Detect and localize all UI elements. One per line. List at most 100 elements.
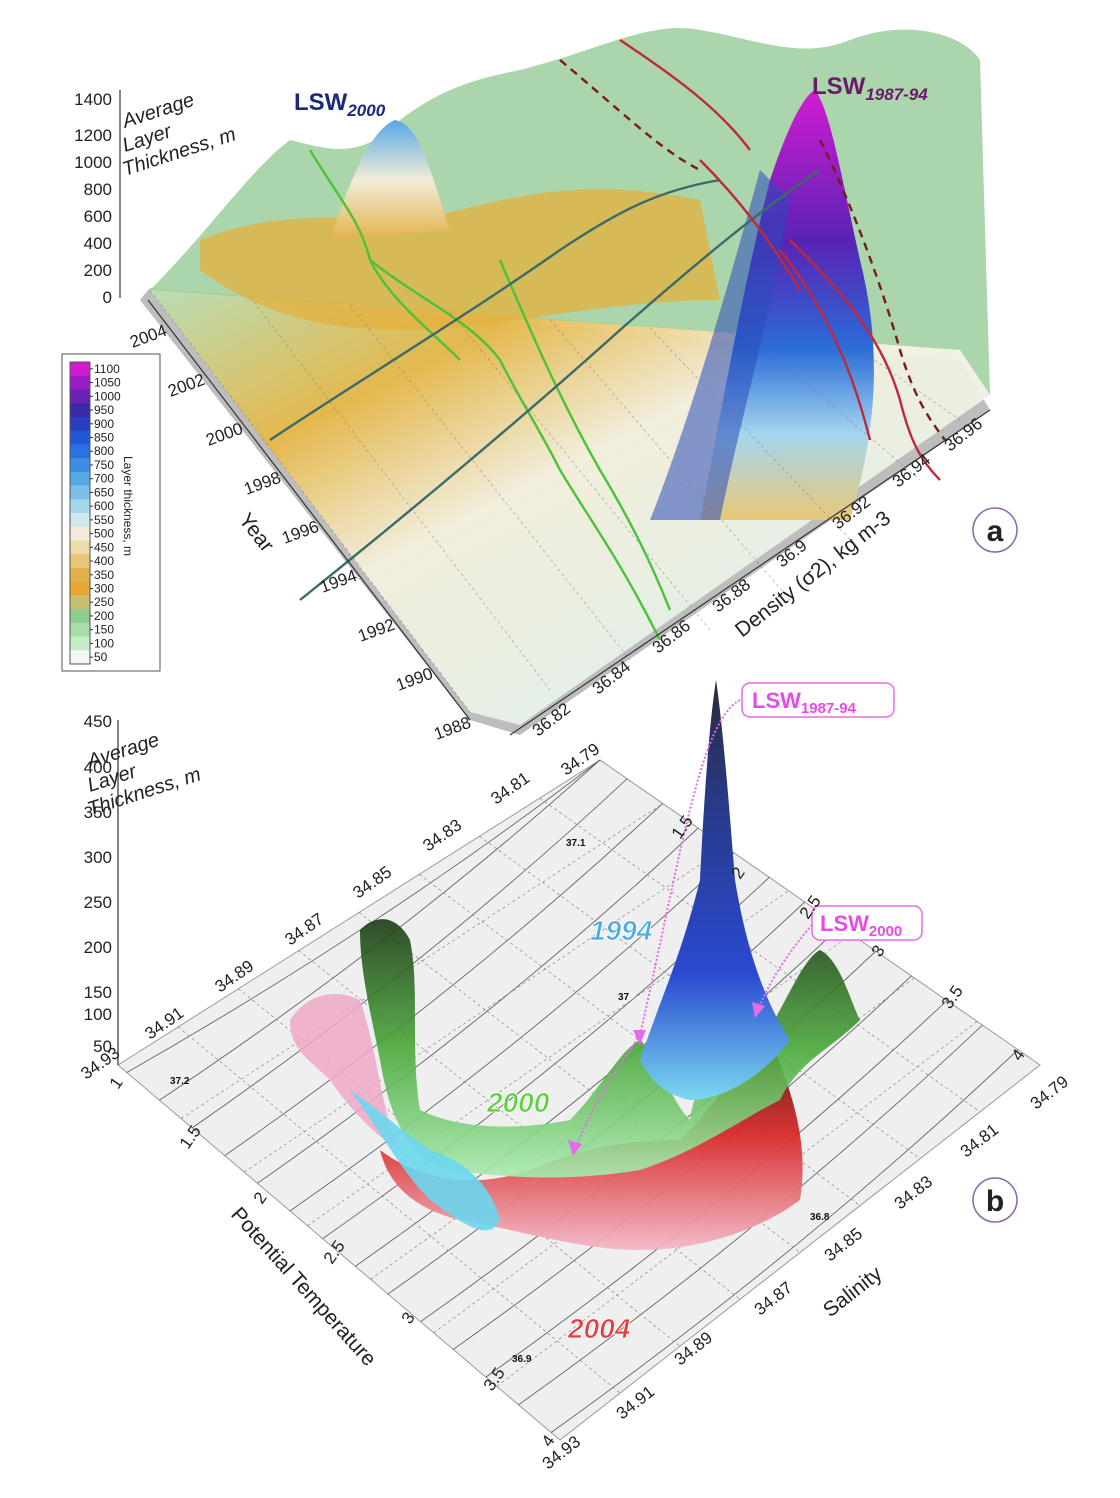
a-z-tick: 800: [84, 180, 112, 199]
colorbar-label: Layer thickness, m: [121, 456, 135, 556]
panel-a-label: a: [972, 507, 1018, 553]
a-z-tick: 600: [84, 207, 112, 226]
series-label-2000: 2000: [486, 1087, 550, 1118]
b-z-tick: 150: [84, 983, 112, 1002]
colorbar-swatch: [70, 458, 90, 473]
colorbar-tick: 900: [94, 417, 114, 431]
a-ann-lsw2000-text: LSW: [294, 89, 348, 116]
colorbar-swatch: [70, 581, 90, 596]
colorbar-swatch: [70, 416, 90, 432]
floor-grid-line: [419, 874, 861, 1206]
b-front-sal-tick: 34.81: [957, 1120, 1002, 1161]
b-front-temp-tick: 1: [106, 1074, 127, 1093]
colorbar-tick: 1050: [94, 376, 121, 390]
colorbar-swatches: [69, 361, 91, 665]
floor-grid-line: [244, 846, 726, 1173]
b-z-tick: 100: [84, 1005, 112, 1024]
colorbar-tick: 850: [94, 431, 114, 445]
a-year-tick: 1996: [279, 517, 321, 548]
colorbar-tick: 500: [94, 527, 114, 541]
colorbar-swatch: [70, 499, 90, 514]
b-salinity-label: Salinity: [819, 1262, 887, 1322]
colorbar-frame: [69, 361, 91, 665]
a-year-tick: 1998: [241, 468, 283, 499]
a-z-tick: 1400: [74, 90, 112, 109]
colorbar-tick: 600: [94, 499, 114, 513]
b-front-sal-tick: 34.79: [1027, 1072, 1072, 1113]
a-year-tick: 1994: [317, 566, 359, 597]
b-iso-label: 37.1: [566, 838, 586, 849]
a-z-tick: 0: [103, 288, 112, 307]
b-iso-label: 36.9: [512, 1354, 532, 1365]
panel-label-b: b: [986, 1185, 1004, 1218]
colorbar-tick: 1000: [94, 389, 121, 403]
colorbar-swatch: [70, 622, 90, 638]
colorbar-ticks: 1100105010009509008508007507006506005505…: [90, 362, 121, 664]
a-year-tick: 2000: [203, 419, 245, 450]
colorbar-tick: 450: [94, 540, 114, 554]
panel-b-label: b: [972, 1177, 1018, 1223]
b-back-sal-tick: 34.81: [487, 768, 533, 808]
a-z-tick: 1200: [74, 126, 112, 145]
colorbar-swatch: [70, 389, 90, 404]
a-z-tick: 1000: [74, 153, 112, 172]
colorbar-swatch: [70, 513, 90, 528]
series-label-2004: 2004: [567, 1313, 631, 1344]
colorbar-tick: 50: [94, 650, 108, 664]
colorbar-swatch: [70, 554, 90, 569]
panel-a-ochre-band: [200, 189, 720, 330]
colorbar-tick: 550: [94, 513, 114, 527]
panel-b-z-axis: 450 400 350 300 250 200 150 100 50 Avera…: [84, 712, 204, 1065]
b-iso-label: 37: [618, 992, 630, 1003]
isopycnal-line: [257, 827, 699, 1184]
colorbar-tick: 400: [94, 554, 114, 568]
b-z-tick: 450: [84, 712, 112, 731]
colorbar-swatch: [70, 444, 90, 459]
panel-b-arrowheads: [568, 1002, 765, 1156]
b-ann-lsw1987-text: LSW: [752, 688, 801, 713]
svg-text:LSW2000: LSW2000: [820, 911, 902, 940]
b-ann-lsw2000-sub: 2000: [869, 923, 902, 940]
a-z-tick: 400: [84, 234, 112, 253]
colorbar-tick: 650: [94, 485, 114, 499]
a-year-tick: 1990: [393, 664, 435, 695]
ridge-1994-lowland: [350, 1090, 500, 1231]
panel-a-annotation-lsw1987-94: LSW1987-94: [812, 73, 928, 104]
colorbar-swatch: [70, 485, 90, 500]
colorbar-tick: 250: [94, 595, 114, 609]
colorbar-swatch: [70, 375, 90, 390]
svg-text:LSW2000: LSW2000: [294, 89, 386, 120]
colorbar-swatch: [70, 609, 90, 624]
peak-lsw2000: [330, 120, 450, 240]
colorbar-swatch: [70, 526, 90, 541]
b-iso-label: 36.8: [810, 1212, 830, 1223]
b-ann-lsw1987-sub: 1987-94: [801, 700, 857, 717]
colorbar-tick: 100: [94, 636, 114, 650]
panel-a-grid: [149, 289, 961, 713]
b-z-tick: 250: [84, 893, 112, 912]
panel-b-annotation-lsw2000: LSW2000: [811, 905, 923, 941]
panel-label-a: a: [987, 515, 1004, 548]
b-z-tick: 200: [84, 938, 112, 957]
b-iso-label: 37.2: [170, 1076, 190, 1087]
colorbar-tick: 1100: [94, 362, 120, 376]
a-year-label: Year: [234, 509, 278, 557]
peak-1994-lsw1987-94: [640, 680, 790, 1100]
colorbar-tick: 750: [94, 458, 114, 472]
a-year-tick: 1992: [355, 615, 397, 646]
colorbar-tick: 300: [94, 582, 114, 596]
a-year-tick: 1988: [431, 713, 473, 744]
a-year-tick: 2002: [165, 370, 207, 401]
floor-grid-line: [539, 797, 981, 1113]
b-front-sal-tick: 34.83: [891, 1172, 936, 1213]
colorbar-tick: 350: [94, 568, 114, 582]
series-label-1994: 1994: [590, 915, 653, 946]
svg-text:LSW1987-94: LSW1987-94: [812, 73, 928, 104]
colorbar-swatch: [70, 403, 90, 418]
isopycnal-line: [191, 778, 628, 1129]
colorbar-swatch: [70, 650, 90, 665]
colorbar-swatch: [70, 567, 90, 583]
a-ann-lsw1987-sub: 1987-94: [865, 85, 928, 104]
panel-b-floor: [117, 759, 1041, 1441]
